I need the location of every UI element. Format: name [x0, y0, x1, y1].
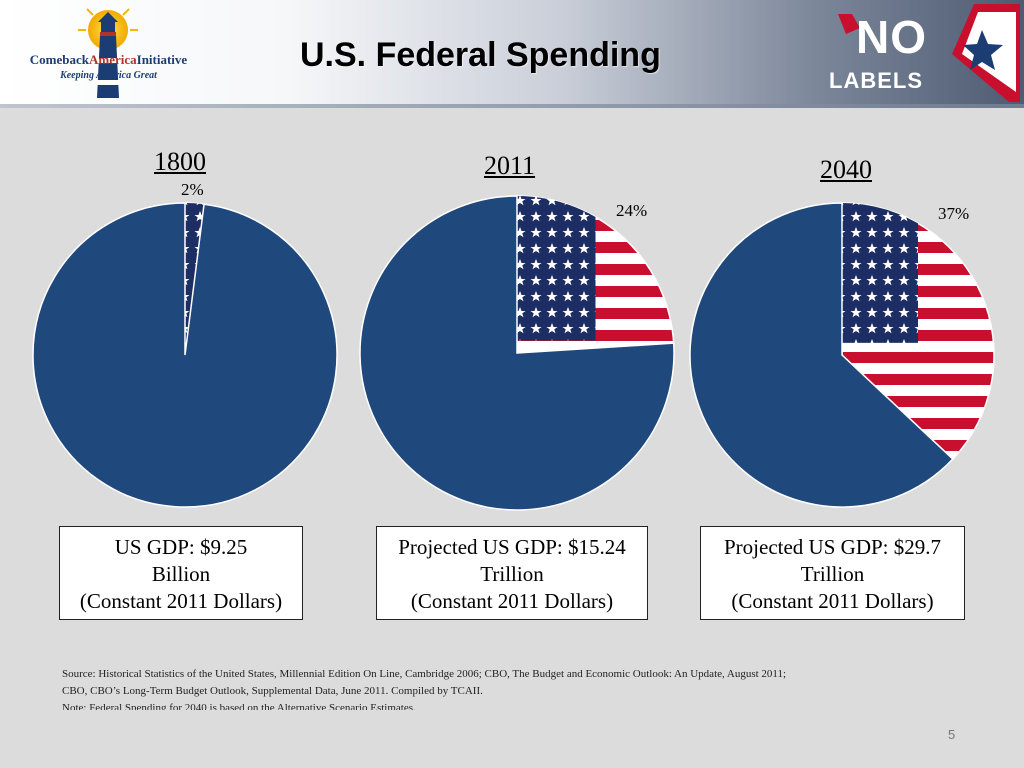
pie-label-2011: 24% — [616, 201, 648, 220]
gdp-caption-2011: Projected US GDP: $15.24 Trillion (Const… — [376, 526, 648, 620]
source-line: Source: Historical Statistics of the Uni… — [62, 668, 787, 680]
pie-slice-gdp-remainder-2040 — [689, 202, 954, 508]
pie-slice-gdp-remainder-1800 — [32, 202, 338, 508]
pie-label-1800: 2% — [181, 180, 204, 199]
gdp-caption-1800: US GDP: $9.25 Billion (Constant 2011 Dol… — [59, 526, 303, 620]
source-line: CBO, CBO’s Long-Term Budget Outlook, Sup… — [62, 685, 483, 697]
logo-tagline: Keeping America Great — [60, 70, 157, 81]
gdp-caption-2040: Projected US GDP: $29.7 Trillion (Consta… — [700, 526, 965, 620]
pie-title-2011: 2011 — [484, 151, 536, 180]
lighthouse-icon — [78, 0, 138, 98]
caption-line: Trillion — [480, 562, 544, 586]
caption-line: (Constant 2011 Dollars) — [410, 589, 614, 613]
source-note: Source: Historical Statistics of the Uni… — [62, 666, 982, 710]
flag-stars-2011 — [517, 196, 596, 341]
caption-line: Projected US GDP: $15.24 — [398, 535, 626, 559]
caption-line: Billion — [151, 562, 211, 586]
pie-slice-gdp-remainder-2011 — [359, 195, 675, 511]
pie-title-1800: 1800 — [154, 147, 206, 176]
logo-name: ComebackAmericaInitiative — [29, 52, 188, 67]
source-line: Note: Federal Spending for 2040 is based… — [62, 702, 416, 710]
flag-stars-2040 — [842, 203, 918, 343]
no-labels-logo: NO LABELS — [824, 4, 1020, 102]
logo-labels-text: LABELS — [829, 68, 923, 93]
pie-label-2040: 37% — [938, 204, 970, 223]
caption-line: Trillion — [800, 562, 865, 586]
page-title: U.S. Federal Spending — [300, 36, 661, 74]
caption-line: US GDP: $9.25 — [114, 535, 248, 559]
star-icon — [838, 4, 1020, 102]
caption-line: Projected US GDP: $29.7 — [724, 535, 941, 559]
caption-line: (Constant 2011 Dollars) — [79, 589, 283, 613]
logo-no-text: NO — [856, 11, 927, 63]
page-number: 5 — [948, 727, 956, 742]
comeback-america-logo: ComebackAmericaInitiative Keeping Americ… — [16, 0, 201, 100]
pie-title-2040: 2040 — [820, 155, 872, 184]
header-divider — [0, 104, 1024, 108]
caption-line: (Constant 2011 Dollars) — [731, 589, 934, 613]
